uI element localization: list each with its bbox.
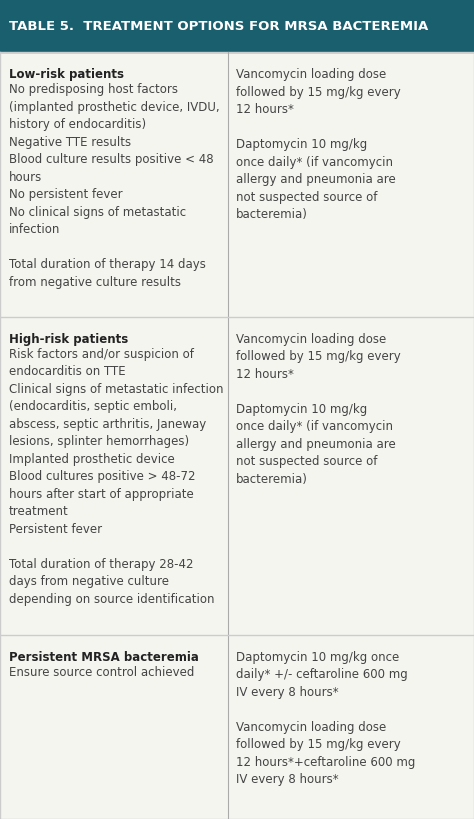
- Text: Persistent MRSA bacteremia: Persistent MRSA bacteremia: [9, 650, 199, 663]
- Text: High-risk patients: High-risk patients: [9, 333, 128, 345]
- Text: Vancomycin loading dose
followed by 15 mg/kg every
12 hours*

Daptomycin 10 mg/k: Vancomycin loading dose followed by 15 m…: [236, 333, 401, 485]
- Text: Vancomycin loading dose
followed by 15 mg/kg every
12 hours*

Daptomycin 10 mg/k: Vancomycin loading dose followed by 15 m…: [236, 68, 401, 221]
- Text: Risk factors and/or suspicion of
endocarditis on TTE
Clinical signs of metastati: Risk factors and/or suspicion of endocar…: [9, 347, 223, 605]
- Text: TABLE 5.  TREATMENT OPTIONS FOR MRSA BACTEREMIA: TABLE 5. TREATMENT OPTIONS FOR MRSA BACT…: [9, 20, 428, 33]
- Text: Low-risk patients: Low-risk patients: [9, 68, 124, 81]
- Text: No predisposing host factors
(implanted prosthetic device, IVDU,
history of endo: No predisposing host factors (implanted …: [9, 83, 219, 288]
- Text: Ensure source control achieved: Ensure source control achieved: [9, 665, 194, 678]
- Bar: [0, 0, 474, 53]
- Text: Daptomycin 10 mg/kg once
daily* +/- ceftaroline 600 mg
IV every 8 hours*

Vancom: Daptomycin 10 mg/kg once daily* +/- ceft…: [236, 650, 415, 785]
